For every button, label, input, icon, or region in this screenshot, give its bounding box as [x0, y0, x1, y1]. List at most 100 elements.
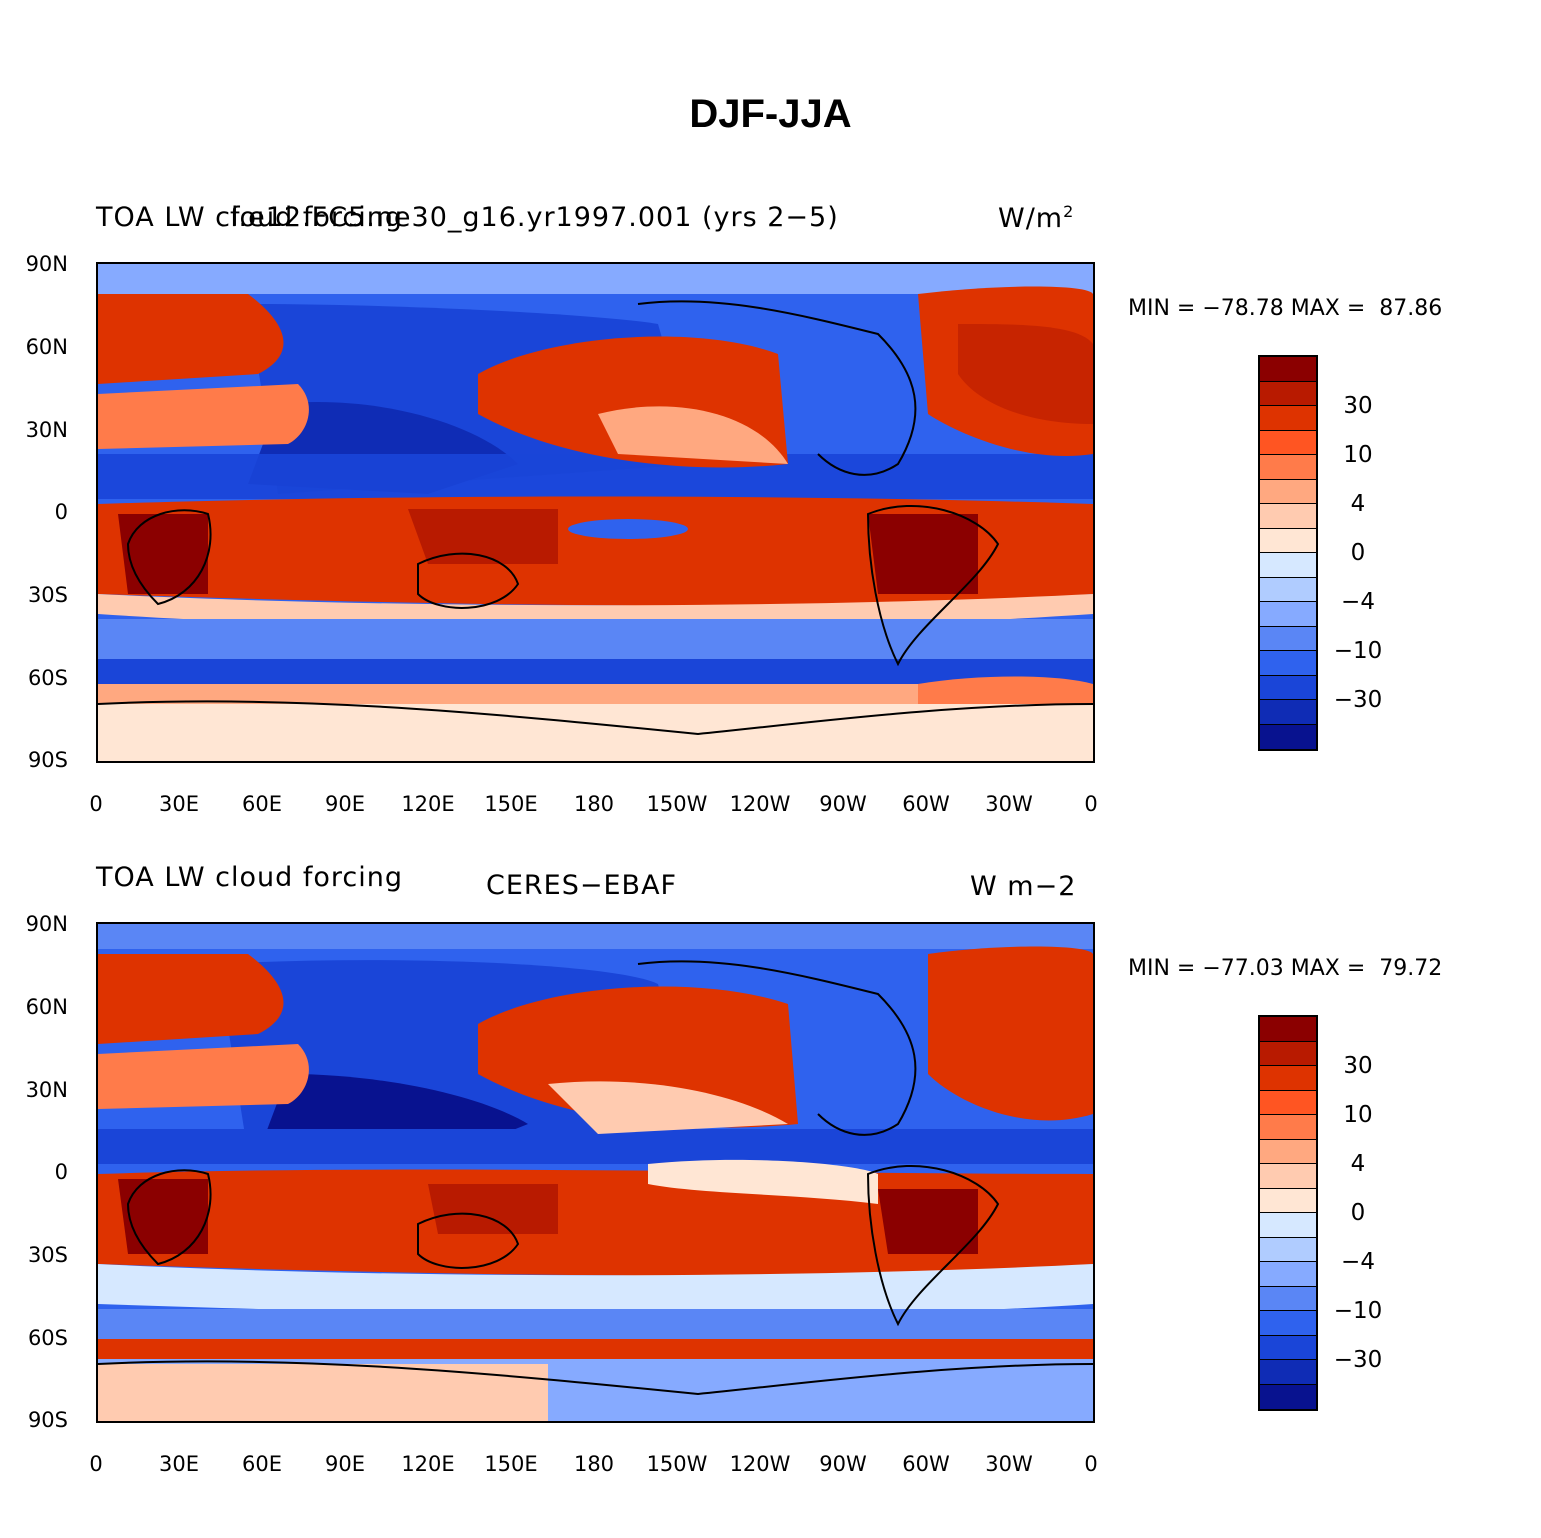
colorbar-swatch [1260, 504, 1316, 529]
colorbar-swatch [1260, 455, 1316, 480]
lat-label: 90S [27, 748, 68, 772]
colorbar [1258, 1015, 1318, 1411]
colorbar-label: 30 [1343, 393, 1373, 419]
lon-label: 0 [89, 1452, 103, 1476]
colorbar-label: −10 [1333, 1298, 1383, 1324]
contour-map [96, 922, 1095, 1423]
colorbar-swatch [1260, 1115, 1316, 1140]
lat-label: 90N [25, 252, 68, 276]
colorbar-swatch [1260, 675, 1316, 700]
colorbar-swatch [1260, 1041, 1316, 1066]
colorbar-label: 0 [1350, 540, 1366, 566]
lon-label: 60E [242, 792, 282, 816]
colorbar-swatch [1260, 1017, 1316, 1042]
units-label: W/m2 [998, 202, 1075, 234]
lon-label: 30W [985, 1452, 1033, 1476]
figure-title: DJF-JJA [689, 92, 852, 136]
lat-label: 60N [25, 335, 68, 359]
lon-label: 180 [573, 792, 615, 816]
lat-label: 30S [27, 1243, 68, 1267]
colorbar-label: −30 [1333, 687, 1383, 713]
lat-label: 0 [54, 1160, 68, 1184]
lat-label: 0 [54, 500, 68, 524]
panel-model: TOA LW cloud forcing f.e12.FC5.ne30_g16.… [0, 192, 1541, 832]
lon-label: 0 [89, 792, 103, 816]
colorbar-label: 30 [1343, 1053, 1373, 1079]
colorbar [1258, 355, 1318, 751]
lon-label: 30E [159, 1452, 199, 1476]
colorbar-swatch [1260, 1384, 1316, 1409]
colorbar-label: 4 [1350, 491, 1366, 517]
colorbar-label: −4 [1341, 589, 1375, 615]
lon-label: 150E [484, 1452, 538, 1476]
colorbar-swatch [1260, 1066, 1316, 1091]
colorbar-swatch [1260, 1139, 1316, 1164]
lon-label: 0 [1084, 792, 1098, 816]
colorbar-swatch [1260, 1188, 1316, 1213]
lon-label: 120W [729, 792, 791, 816]
colorbar-swatch [1260, 1286, 1316, 1311]
colorbar-swatch [1260, 357, 1316, 382]
colorbar-label: 10 [1343, 442, 1373, 468]
colorbar-swatch [1260, 553, 1316, 578]
colorbar-swatch [1260, 479, 1316, 504]
lat-label: 60S [27, 1326, 68, 1350]
lon-label: 120E [401, 1452, 455, 1476]
lon-label: 60W [902, 1452, 950, 1476]
colorbar-swatch [1260, 1164, 1316, 1189]
lon-label: 90W [819, 792, 867, 816]
colorbar-swatch [1260, 724, 1316, 749]
colorbar-label: −4 [1341, 1249, 1375, 1275]
colorbar-label: 0 [1350, 1200, 1366, 1226]
colorbar-label: −30 [1333, 1347, 1383, 1373]
lat-label: 30N [25, 418, 68, 442]
colorbar-label: 10 [1343, 1102, 1373, 1128]
units-label: W m−2 [970, 871, 1077, 902]
lon-label: 150E [484, 792, 538, 816]
colorbar-swatch [1260, 626, 1316, 651]
lon-label: 90E [325, 1452, 365, 1476]
colorbar-swatch [1260, 577, 1316, 602]
lat-label: 60N [25, 995, 68, 1019]
lon-label: 60W [902, 792, 950, 816]
lon-label: 0 [1084, 1452, 1098, 1476]
colorbar-swatch [1260, 381, 1316, 406]
colorbar-label: −10 [1333, 638, 1383, 664]
colorbar-swatch [1260, 651, 1316, 676]
colorbar-swatch [1260, 430, 1316, 455]
min-max-label: MIN = −77.03 MAX = 79.72 [1128, 956, 1443, 981]
lon-label: 30E [159, 792, 199, 816]
lat-label: 60S [27, 666, 68, 690]
lat-label: 30S [27, 583, 68, 607]
lat-label: 90S [27, 1408, 68, 1432]
lon-label: 90W [819, 1452, 867, 1476]
lon-label: 120W [729, 1452, 791, 1476]
colorbar-swatch [1260, 1262, 1316, 1287]
map-fill [98, 264, 1093, 761]
colorbar-swatch [1260, 1311, 1316, 1336]
contour-map [96, 262, 1095, 763]
colorbar-swatch [1260, 602, 1316, 627]
map-fill [98, 924, 1093, 1421]
lon-label: 120E [401, 792, 455, 816]
lat-label: 30N [25, 1078, 68, 1102]
center-title: f.e12.FC5.ne30_g16.yr1997.001 (yrs 2−5) [230, 202, 839, 233]
panel-observations: TOA LW cloud forcing CERES−EBAF W m−2 [0, 852, 1541, 1492]
center-title: CERES−EBAF [486, 870, 678, 901]
min-max-label: MIN = −78.78 MAX = 87.86 [1128, 296, 1443, 321]
colorbar-swatch [1260, 528, 1316, 553]
lon-label: 150W [646, 792, 708, 816]
colorbar-swatch [1260, 1090, 1316, 1115]
lon-label: 180 [573, 1452, 615, 1476]
lon-label: 90E [325, 792, 365, 816]
colorbar-swatch [1260, 1237, 1316, 1262]
lon-label: 60E [242, 1452, 282, 1476]
left-title: TOA LW cloud forcing [96, 862, 403, 893]
left-title: TOA LW cloud forcing [96, 202, 403, 233]
colorbar-swatch [1260, 1335, 1316, 1360]
colorbar-label: 4 [1350, 1151, 1366, 1177]
colorbar-swatch [1260, 1360, 1316, 1385]
colorbar-swatch [1260, 700, 1316, 725]
lon-label: 150W [646, 1452, 708, 1476]
lat-label: 90N [25, 912, 68, 936]
